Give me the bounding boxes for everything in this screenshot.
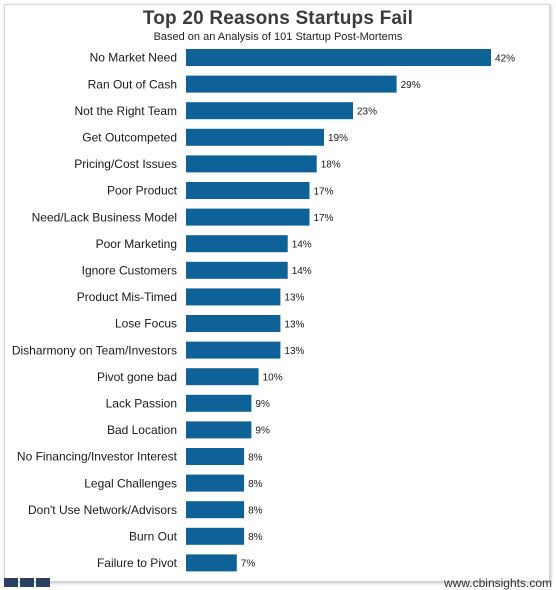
category-label-11: Disharmony on Team/Investors xyxy=(12,343,177,357)
data-label-7: 14% xyxy=(292,240,312,251)
bar-7 xyxy=(186,235,288,253)
data-label-1: 29% xyxy=(401,80,421,91)
bar-19 xyxy=(186,554,237,572)
bar-13 xyxy=(186,394,252,412)
category-label-12: Pivot gone bad xyxy=(97,370,177,384)
bar-8 xyxy=(186,261,288,279)
category-label-17: Don't Use Network/Advisors xyxy=(28,503,177,517)
bar-3 xyxy=(186,128,324,146)
category-label-16: Legal Challenges xyxy=(84,476,177,490)
data-label-19: 7% xyxy=(241,559,256,570)
bar-10 xyxy=(186,315,281,332)
category-label-7: Poor Marketing xyxy=(96,237,177,251)
data-label-6: 17% xyxy=(314,213,334,224)
data-label-0: 42% xyxy=(495,53,515,64)
category-label-0: No Market Need xyxy=(90,51,177,65)
data-label-17: 8% xyxy=(248,506,263,517)
bar-11 xyxy=(186,341,281,359)
data-label-11: 13% xyxy=(284,346,304,357)
bar-1 xyxy=(186,75,397,93)
category-label-14: Bad Location xyxy=(107,423,177,437)
category-label-3: Get Outcompeted xyxy=(82,131,177,145)
bar-14 xyxy=(186,421,252,439)
bar-0 xyxy=(186,49,491,66)
data-label-5: 17% xyxy=(314,186,334,197)
data-label-16: 8% xyxy=(248,479,263,490)
bar-17 xyxy=(186,501,245,519)
data-label-9: 13% xyxy=(284,293,304,304)
bar-9 xyxy=(186,288,281,306)
category-label-2: Not the Right Team xyxy=(75,104,178,118)
data-label-14: 9% xyxy=(255,426,270,437)
category-label-8: Ignore Customers xyxy=(82,264,177,278)
chart-title: Top 20 Reasons Startups Fail xyxy=(142,8,414,29)
bar-15 xyxy=(186,448,245,465)
bar-16 xyxy=(186,474,245,492)
data-label-18: 8% xyxy=(248,532,263,543)
category-label-5: Poor Product xyxy=(107,184,178,198)
category-label-19: Failure to Pivot xyxy=(97,556,178,570)
category-label-6: Need/Lack Business Model xyxy=(32,210,177,224)
chart-subtitle: Based on an Analysis of 101 Startup Post… xyxy=(153,31,403,43)
category-label-10: Lose Focus xyxy=(115,317,177,331)
category-label-18: Burn Out xyxy=(129,530,178,544)
bar-2 xyxy=(186,102,353,120)
bar-18 xyxy=(186,527,245,545)
data-label-12: 10% xyxy=(263,373,283,384)
data-label-8: 14% xyxy=(292,266,312,277)
category-label-4: Pricing/Cost Issues xyxy=(74,157,177,171)
data-label-3: 19% xyxy=(328,133,348,144)
data-label-10: 13% xyxy=(284,319,304,330)
bar-4 xyxy=(186,155,317,173)
data-label-2: 23% xyxy=(357,107,377,118)
category-label-1: Ran Out of Cash xyxy=(88,77,177,91)
category-label-9: Product Mis-Timed xyxy=(77,290,177,304)
cb-logo-icon xyxy=(4,578,50,587)
category-label-13: Lack Passion xyxy=(106,397,177,411)
bar-12 xyxy=(186,368,259,386)
source-url: www.cbinsights.com xyxy=(443,576,552,590)
data-label-4: 18% xyxy=(321,160,341,171)
bar-6 xyxy=(186,208,310,226)
bar-5 xyxy=(186,182,310,199)
category-label-15: No Financing/Investor Interest xyxy=(17,450,178,464)
data-label-15: 8% xyxy=(248,452,263,463)
data-label-13: 9% xyxy=(255,399,270,410)
